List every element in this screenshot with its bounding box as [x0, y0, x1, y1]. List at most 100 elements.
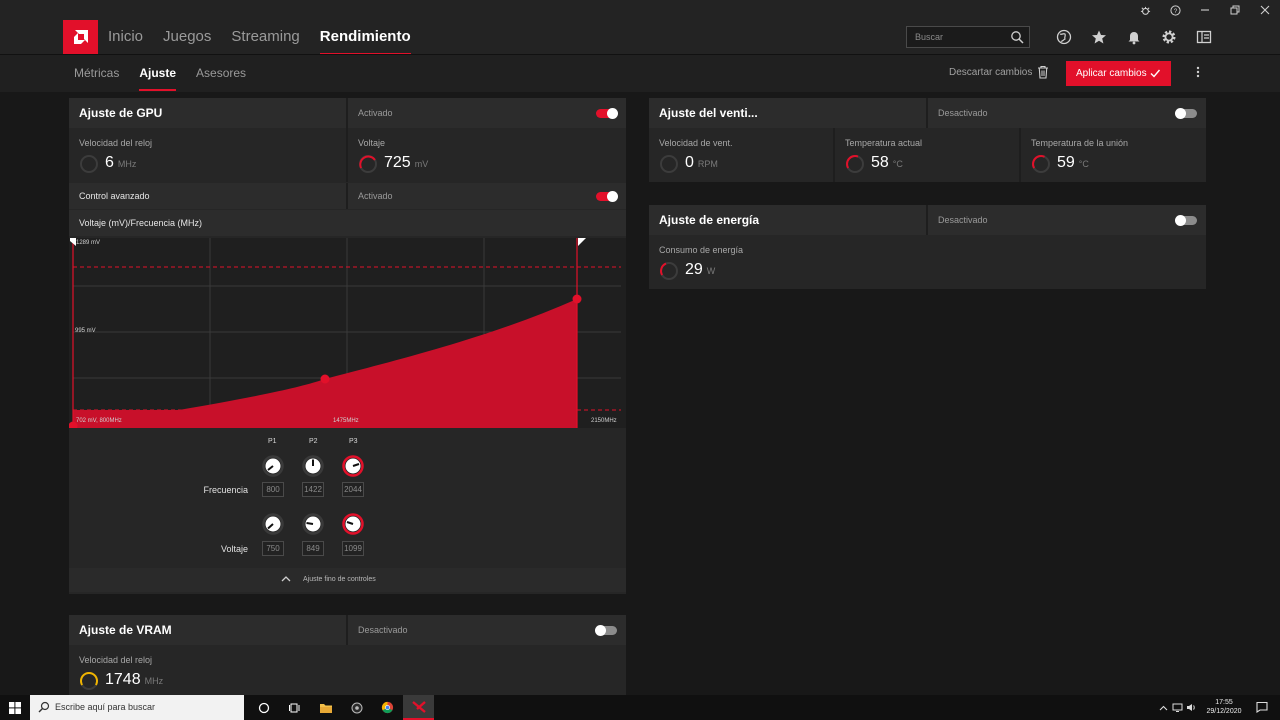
gpu-voltage-number: 725: [384, 154, 411, 171]
gpu-voltage-unit: mV: [414, 159, 429, 169]
frequency-p3-value[interactable]: 2044: [342, 482, 364, 497]
star-icon[interactable]: [1081, 20, 1116, 54]
voltage-p2-knob[interactable]: [302, 513, 324, 535]
discard-changes-link[interactable]: Descartar cambios: [949, 67, 1033, 78]
vf-curve-chart[interactable]: 1289 mV 995 mV 702 mV, 800MHz 1475MHz 21…: [69, 238, 626, 428]
header-divider: [926, 98, 928, 128]
globe-icon[interactable]: [1046, 20, 1081, 54]
fine-tune-toggle[interactable]: Ajuste fino de controles: [69, 568, 626, 592]
taskbar-search-input[interactable]: Escribe aquí para buscar: [30, 695, 244, 720]
gpu-clock-number: 6: [105, 154, 114, 171]
tab-inicio[interactable]: Inicio: [108, 28, 144, 45]
tray-chevron-icon[interactable]: [1156, 705, 1170, 711]
voltage-p3-knob[interactable]: [342, 513, 364, 535]
obs-icon[interactable]: [341, 695, 372, 720]
minimize-icon[interactable]: [1190, 0, 1220, 20]
curve-point-p3[interactable]: [572, 294, 582, 304]
cortana-icon[interactable]: [248, 695, 279, 720]
frequency-p1-knob[interactable]: [262, 455, 284, 477]
search-icon[interactable]: [1010, 30, 1024, 44]
more-options-icon[interactable]: [1192, 65, 1204, 79]
junction-temp-label: Temperatura de la unión: [1031, 138, 1129, 148]
tab-metricas[interactable]: Métricas: [74, 66, 120, 80]
p1-header: P1: [268, 438, 277, 445]
vf-curve-plot[interactable]: [69, 238, 626, 428]
tab-juegos[interactable]: Juegos: [163, 28, 212, 45]
windows-start-button[interactable]: [0, 695, 30, 720]
curve-point-p2[interactable]: [320, 374, 330, 384]
gpu-voltage-metric: Voltaje 725 mV: [358, 138, 618, 178]
frequency-p2-knob[interactable]: [302, 455, 324, 477]
apply-changes-label: Aplicar cambios: [1076, 68, 1147, 79]
file-explorer-icon[interactable]: [310, 695, 341, 720]
power-tuning-toggle[interactable]: [1175, 215, 1197, 226]
frequency-p2-value[interactable]: 1422: [302, 482, 324, 497]
tab-rendimiento[interactable]: Rendimiento: [319, 20, 411, 55]
voltage-p1-knob[interactable]: [262, 513, 284, 535]
vf-curve-area: [73, 299, 577, 428]
gpu-clock-unit: MHz: [117, 159, 137, 169]
gpu-clock-gauge-icon: [80, 155, 98, 173]
top-icons: [1046, 20, 1221, 54]
gpu-clock-value: 6 MHz: [105, 154, 136, 172]
tab-streaming[interactable]: Streaming: [231, 28, 300, 45]
radeon-taskbar-icon[interactable]: [403, 695, 434, 720]
network-icon[interactable]: [1170, 703, 1184, 712]
voltage-p3-value[interactable]: 1099: [342, 541, 364, 556]
search-input[interactable]: Buscar: [906, 26, 1030, 48]
close-icon[interactable]: [1250, 0, 1280, 20]
chevron-up-icon: [281, 576, 291, 582]
frequency-row-label: Frecuencia: [203, 485, 248, 495]
amd-logo-icon[interactable]: [63, 20, 98, 54]
chart-top-voltage-label: 1289 mV: [76, 240, 101, 246]
vram-tuning-state: Desactivado: [358, 625, 408, 635]
vram-tuning-toggle[interactable]: [595, 625, 617, 636]
frequency-p3-knob[interactable]: [342, 455, 364, 477]
curve-point-p1[interactable]: [69, 421, 78, 429]
curve-title-row: Voltaje (mV)/Frecuencia (MHz): [69, 210, 626, 236]
fan-speed-unit: RPM: [697, 159, 718, 169]
right-limit-handle[interactable]: [578, 238, 586, 246]
cell-divider: [833, 128, 835, 182]
fan-speed-gauge-icon: [660, 155, 678, 173]
current-temp-metric: Temperatura actual 58 °C: [845, 138, 1015, 178]
fan-speed-label: Velocidad de vent.: [659, 138, 733, 148]
vram-clock-number: 1748: [105, 671, 141, 688]
tab-asesores[interactable]: Asesores: [196, 66, 247, 80]
power-consumption-metric: Consumo de energía 29 W: [659, 245, 919, 285]
fan-tuning-state: Desactivado: [938, 108, 988, 118]
bell-icon[interactable]: [1116, 20, 1151, 54]
left-limit-handle[interactable]: [70, 238, 76, 246]
voltage-p2-value[interactable]: 849: [302, 541, 324, 556]
advanced-control-label: Control avanzado: [79, 191, 150, 201]
pstate-controls: P1 P2 P3 Frecuencia Voltaje 800 1422 204…: [69, 430, 626, 566]
chrome-icon[interactable]: [372, 695, 403, 720]
notification-center-icon[interactable]: [1256, 701, 1268, 713]
help-icon[interactable]: ?: [1160, 0, 1190, 20]
vram-clock-gauge-icon: [80, 672, 98, 690]
task-view-icon[interactable]: [279, 695, 310, 720]
header-divider: [926, 205, 928, 235]
layout-icon[interactable]: [1186, 20, 1221, 54]
power-consumption-label: Consumo de energía: [659, 245, 744, 255]
advanced-control-toggle[interactable]: [596, 191, 618, 202]
power-tuning-header: Ajuste de energía Desactivado: [649, 205, 1206, 235]
tab-ajuste[interactable]: Ajuste: [139, 55, 176, 93]
apply-changes-button[interactable]: Aplicar cambios: [1066, 61, 1171, 86]
frequency-p1-value[interactable]: 800: [262, 482, 284, 497]
current-temp-number: 58: [871, 154, 889, 171]
bug-report-icon[interactable]: [1130, 0, 1160, 20]
power-consumption-value: 29 W: [685, 261, 715, 279]
volume-icon[interactable]: [1184, 703, 1198, 712]
current-temp-label: Temperatura actual: [845, 138, 923, 148]
vram-tuning-title: Ajuste de VRAM: [79, 623, 172, 637]
gpu-voltage-label: Voltaje: [358, 138, 386, 148]
taskbar-clock[interactable]: 17:55 29/12/2020: [1200, 698, 1248, 716]
fan-tuning-toggle[interactable]: [1175, 108, 1197, 119]
advanced-control-state: Activado: [358, 191, 393, 201]
trash-icon[interactable]: [1037, 65, 1049, 79]
gpu-tuning-toggle[interactable]: [596, 108, 618, 119]
gear-icon[interactable]: [1151, 20, 1186, 54]
voltage-p1-value[interactable]: 750: [262, 541, 284, 556]
restore-icon[interactable]: [1220, 0, 1250, 20]
